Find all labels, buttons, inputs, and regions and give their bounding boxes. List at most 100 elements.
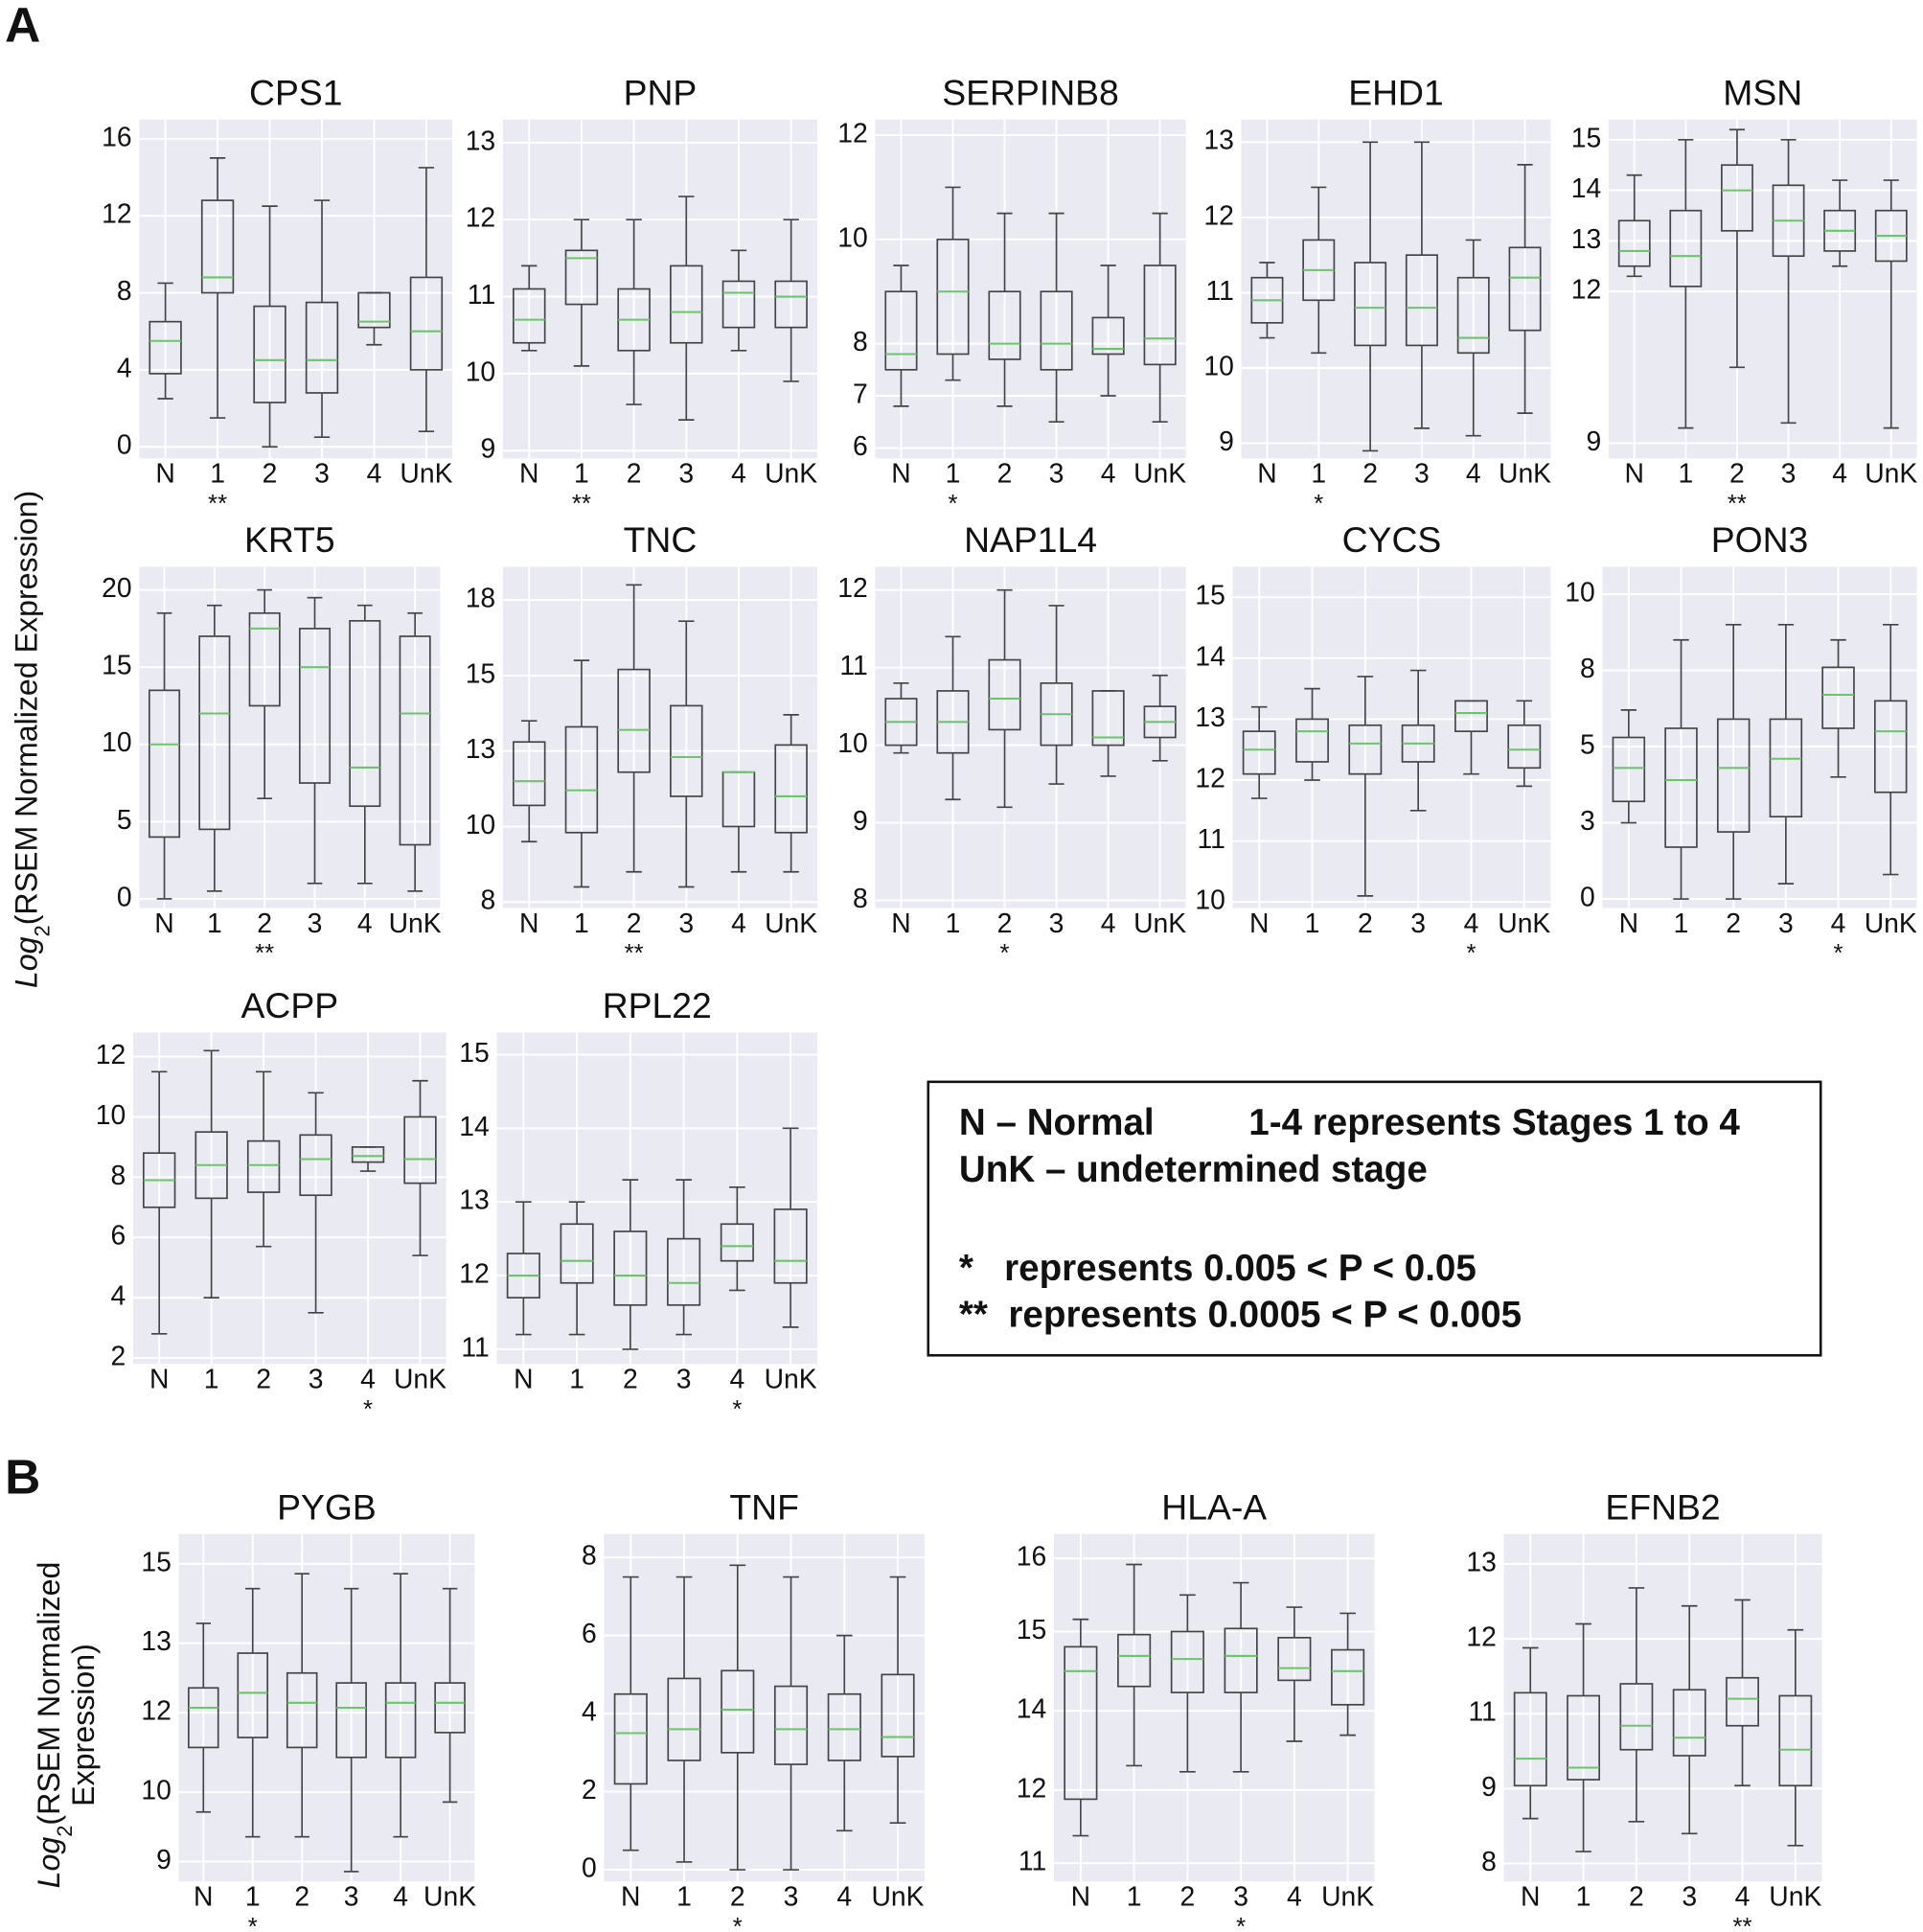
x-tick-label: 2 [627,908,642,938]
chart-title: MSN [1723,72,1802,112]
x-tick-label: N [1257,458,1276,489]
y-tick-label: 15 [466,657,495,688]
box [827,1692,861,1761]
x-tick-label: 4 [357,908,373,938]
chart-title: PNP [624,72,698,112]
box [409,276,444,371]
significance-mark: * [363,1396,373,1423]
box [560,1223,594,1284]
box [1091,316,1125,356]
chart-title: SERPINB8 [942,72,1118,112]
plot-area [502,566,817,908]
box [513,288,546,344]
y-tick-label: 5 [1580,729,1595,760]
y-tick-label: 6 [110,1220,126,1251]
x-tick-label: N [194,1881,213,1912]
y-tick-label: 15 [1571,122,1601,152]
y-tick-label: 11 [468,279,495,310]
y-tick-label: 20 [102,572,131,603]
y-tick-label: 8 [1580,653,1595,683]
x-tick-label: 2 [1726,908,1741,938]
y-tick-label: 15 [141,1546,171,1576]
x-tick-label: 3 [308,908,323,938]
panel-label: B [5,1448,40,1504]
x-tick-label: UnK [1865,908,1917,938]
box [1873,700,1908,794]
y-tick-label: 9 [156,1844,172,1874]
y-tick-label: 12 [466,202,495,233]
x-tick-label: 1 [1305,908,1320,938]
plot-area [1608,119,1917,459]
x-tick-label: 2 [997,908,1013,938]
y-tick-label: 2 [582,1774,597,1805]
x-tick-label: N [519,458,538,489]
x-tick-label: 4 [729,1364,744,1394]
box-chart: PYGB 9 10 12 13 15 N 1 * 2 3 4 UnK [141,1486,476,1932]
y-tick-label: 12 [1571,274,1601,305]
box [1454,700,1488,732]
y-tick-label: 15 [102,650,131,680]
y-tick-label: 9 [1219,426,1234,456]
box [1405,254,1438,347]
x-tick-label: 3 [676,1364,692,1394]
x-tick-label: N [891,458,910,489]
x-tick-label: 1 [204,1364,219,1394]
x-tick-label: UnK [389,908,442,938]
x-tick-label: 1 [1576,1881,1591,1912]
x-tick-label: 1 [574,458,589,489]
y-tick-label: 16 [1017,1541,1046,1572]
y-tick-label: 14 [1195,640,1225,671]
box [773,1208,808,1284]
box [564,725,599,834]
box [721,280,756,329]
y-label-part: (RSEM Normalized [32,1562,66,1826]
x-tick-label: UnK [1865,458,1917,489]
box [1277,1637,1312,1682]
box [1224,1627,1258,1693]
y-tick-label: 11 [1205,275,1233,306]
y-tick-label: 10 [837,727,867,758]
y-tick-label: 11 [839,650,867,680]
box-chart: EHD1 9 10 11 12 13 N 1* 2 3 4 UnK [1203,72,1551,518]
x-tick-label: UnK [394,1364,446,1394]
x-tick-label: N [514,1364,533,1394]
y-tick-label: 9 [1481,1771,1497,1802]
chart-title: CPS1 [249,72,342,112]
y-tick-label: 12 [1017,1772,1046,1803]
chart-title: CYCS [1342,519,1442,560]
y-tick-label: 6 [853,430,868,461]
box [434,1682,466,1734]
chart-title: KRT5 [244,519,335,560]
box [884,290,918,371]
x-tick-label: N [1521,1881,1540,1912]
x-tick-label: 2 [263,458,278,489]
y-tick-label: 12 [96,1039,126,1070]
legend-text: * represents 0.005 < P < 0.05 [959,1248,1477,1289]
y-tick-label: 12 [141,1695,171,1726]
x-tick-label: 3 [1414,458,1430,489]
plot-area [875,119,1186,459]
y-tick-label: 11 [1019,1846,1046,1876]
y-tick-label: 12 [102,198,131,229]
box [613,1692,648,1785]
box [237,1652,269,1738]
box [1721,164,1753,232]
box [1513,1691,1547,1787]
x-tick-label: 3 [784,1881,799,1912]
box [298,628,332,784]
y-axis-label: Log2(RSEM Normalized [32,1562,77,1889]
x-tick-label: 3 [1049,458,1065,489]
box [1143,264,1177,366]
x-tick-label: 3 [314,458,330,489]
x-tick-label: UnK [400,458,452,489]
significance-mark: * [948,491,957,518]
x-tick-label: 2 [730,1881,745,1912]
x-tick-label: N [155,458,174,489]
box [1778,1694,1813,1787]
x-tick-label: N [1625,458,1644,489]
box [667,1237,701,1306]
y-tick-label: 10 [1203,350,1233,380]
x-tick-label: 2 [1629,1881,1644,1912]
